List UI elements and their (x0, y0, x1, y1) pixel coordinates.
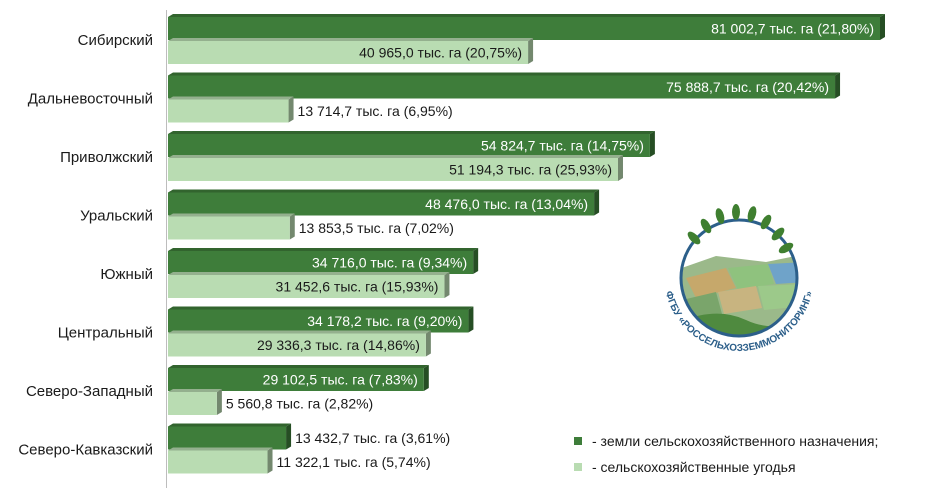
bar-top (168, 330, 431, 334)
category-label: Приволжский (60, 149, 153, 166)
bar-farmland (168, 158, 618, 181)
bar-side (835, 72, 841, 99)
legend-swatch-light-green (574, 463, 582, 471)
bar-agricultural-land (168, 309, 469, 333)
bar-agricultural-land (168, 368, 424, 391)
bar-side (649, 131, 655, 157)
data-label: 31 452,6 тыс. га (15,93%) (276, 279, 439, 295)
legend-swatch-dark-green (574, 437, 582, 445)
data-label: 40 965,0 тыс. га (20,75%) (359, 45, 522, 61)
data-label: 54 824,7 тыс. га (14,75%) (481, 138, 644, 154)
data-label: 34 716,0 тыс. га (9,34%) (312, 255, 467, 271)
data-label: 13 432,7 тыс. га (3,61%) (295, 430, 450, 446)
bar-side (423, 365, 429, 391)
bar-top (168, 96, 294, 100)
legend: - земли сельскохозяйственного назначения… (574, 428, 878, 480)
bar-top (168, 38, 534, 41)
bar-farmland (168, 450, 268, 474)
bar-farmland (168, 99, 289, 123)
bar-farmland (168, 41, 529, 64)
bar-farmland (168, 275, 445, 298)
bar-agricultural-land (168, 251, 474, 274)
bar-agricultural-land (168, 75, 836, 99)
bar-side (289, 213, 295, 240)
bar-top (168, 389, 222, 392)
category-label: Дальневосточный (28, 91, 153, 108)
bar-agricultural-land (168, 134, 650, 157)
bar-side (880, 14, 885, 40)
bar-side (594, 189, 600, 216)
bar-side (468, 306, 474, 333)
legend-label: - сельскохозяйственные угодья (592, 459, 796, 475)
organization-logo: ФГБУ «РОССЕЛЬХОЗЗЕММОНИТОРИНГ» (656, 198, 822, 359)
bar-side (617, 155, 623, 181)
bar-top (168, 447, 273, 451)
data-label: 13 853,5 тыс. га (7,02%) (299, 220, 454, 236)
bar-top (168, 155, 623, 158)
bar-side (425, 330, 431, 357)
category-label: Северо-Кавказский (18, 442, 153, 459)
bar-top (168, 131, 655, 134)
category-label: Северо-Западный (26, 383, 153, 400)
bar-top (168, 306, 474, 310)
bar-top (168, 423, 292, 427)
bar-side (528, 38, 534, 64)
bar-agricultural-land (168, 426, 287, 450)
bar-top (168, 213, 295, 217)
data-label: 48 476,0 тыс. га (13,04%) (425, 196, 588, 212)
data-label: 81 002,7 тыс. га (21,80%) (711, 21, 874, 37)
bar-side (444, 272, 450, 298)
bar-agricultural-land (168, 17, 880, 40)
category-label: Южный (100, 266, 153, 283)
bar-agricultural-land (168, 192, 595, 216)
bar-top (168, 365, 429, 368)
bar-farmland (168, 216, 290, 240)
bar-top (168, 189, 600, 193)
bar-top (168, 248, 479, 251)
bar-side (286, 423, 292, 450)
category-label: Сибирский (78, 32, 153, 49)
category-label: Центральный (58, 325, 153, 342)
data-label: 29 102,5 тыс. га (7,83%) (263, 372, 418, 388)
legend-item-farmland: - сельскохозяйственные угодья (574, 454, 878, 480)
legend-item-agricultural-land: - земли сельскохозяйственного назначения… (574, 428, 878, 454)
bar-side (216, 389, 222, 415)
bar-top (168, 272, 450, 275)
data-label: 75 888,7 тыс. га (20,42%) (666, 79, 829, 95)
category-label: Уральский (80, 208, 153, 225)
bar-top (168, 14, 885, 17)
data-label: 51 194,3 тыс. га (25,93%) (449, 162, 612, 178)
bar-farmland (168, 333, 426, 357)
legend-label: - земли сельскохозяйственного назначения… (592, 433, 879, 449)
data-label: 34 178,2 тыс. га (9,20%) (307, 313, 462, 329)
data-label: 11 322,1 тыс. га (5,74%) (277, 454, 431, 470)
data-label: 29 336,3 тыс. га (14,86%) (257, 337, 420, 353)
data-label: 13 714,7 тыс. га (6,95%) (298, 103, 453, 119)
bar-side (267, 447, 273, 474)
data-label: 5 560,8 тыс. га (2,82%) (226, 396, 373, 412)
bar-top (168, 72, 841, 76)
bar-side (288, 96, 294, 123)
bar-side (473, 248, 479, 274)
bar-farmland (168, 392, 217, 415)
